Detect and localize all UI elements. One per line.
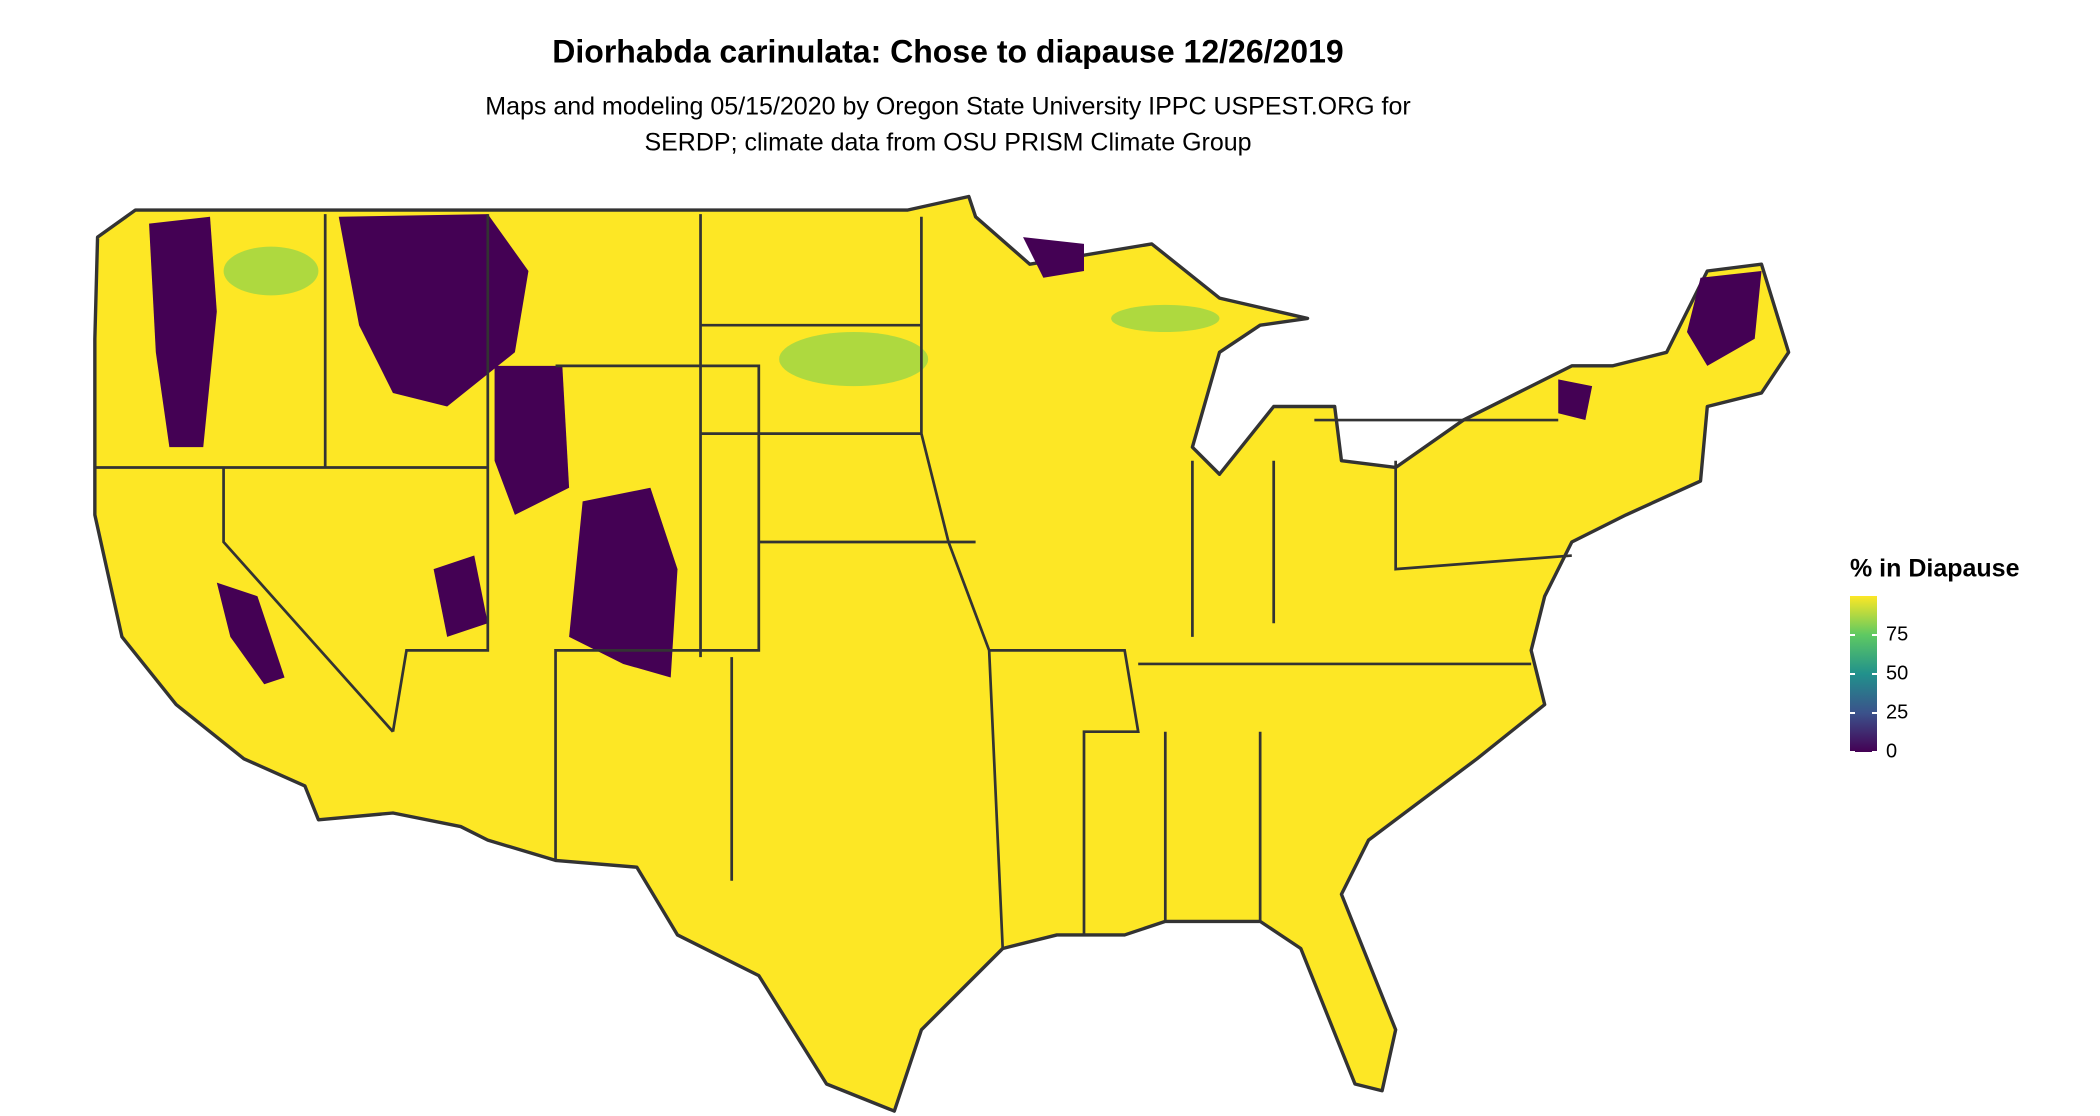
legend: % in Diapause 0 25 50 75 <box>1850 555 2020 762</box>
state-borders <box>94 214 1572 949</box>
us-map <box>93 194 1791 1113</box>
legend-tick-label: 0 <box>1886 740 1897 762</box>
legend-tick-label: 50 <box>1886 662 1908 684</box>
low-diapause-areas <box>149 214 1762 685</box>
map-title: Diorhabda carinulata: Chose to diapause … <box>552 33 1343 69</box>
map-subtitle: Maps and modeling 05/15/2020 by Oregon S… <box>485 93 1410 121</box>
legend-tick-label: 75 <box>1886 623 1908 645</box>
map-subtitle: SERDP; climate data from OSU PRISM Clima… <box>644 129 1251 157</box>
legend-tick-label: 25 <box>1886 701 1908 723</box>
us-outline <box>93 194 1791 1113</box>
legend-title: % in Diapause <box>1850 555 2020 583</box>
partial-diapause-areas <box>223 246 1220 387</box>
